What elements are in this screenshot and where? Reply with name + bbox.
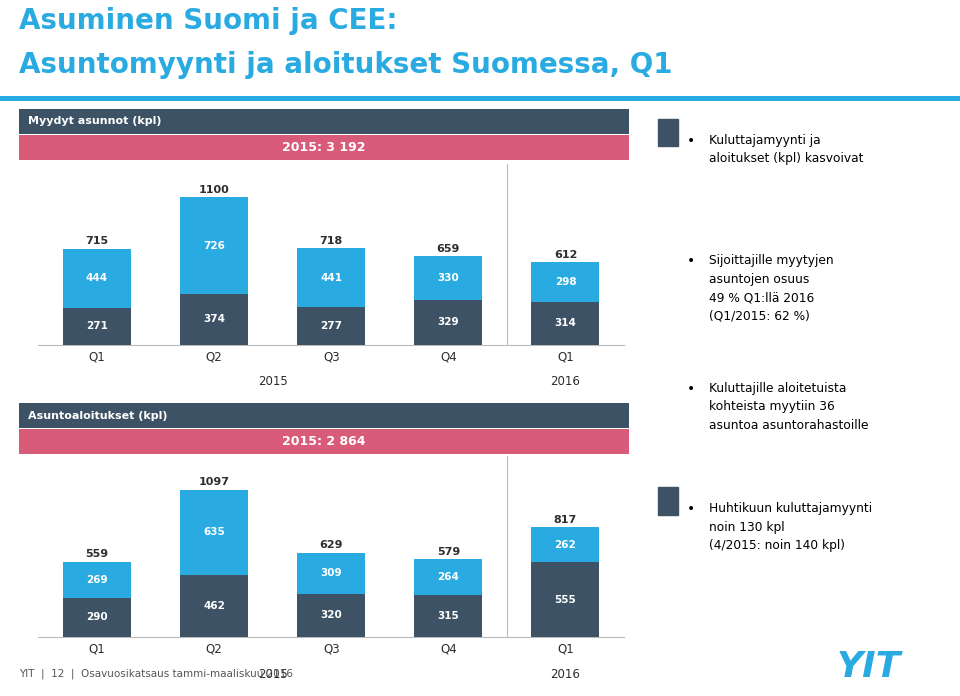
Text: 2016: 2016	[550, 375, 581, 388]
Bar	[532, 528, 599, 562]
Text: Sijoittajille myytyjen
asuntojen osuus
49 % Q1:llä 2016
(Q1/2015: 62 %): Sijoittajille myytyjen asuntojen osuus 4…	[709, 254, 834, 323]
Text: •: •	[686, 134, 695, 148]
Text: 612: 612	[554, 250, 577, 260]
Text: Asuntomyynti ja aloitukset Suomessa, Q1: Asuntomyynti ja aloitukset Suomessa, Q1	[19, 51, 673, 79]
Text: YIT  |  12  |  Osavuosikatsaus tammi-maaliskuu 2016: YIT | 12 | Osavuosikatsaus tammi-maalisk…	[19, 668, 293, 679]
Text: 330: 330	[438, 274, 459, 283]
Text: 718: 718	[320, 236, 343, 246]
Text: 715: 715	[85, 236, 108, 246]
Text: 290: 290	[86, 612, 108, 622]
Text: 374: 374	[204, 315, 225, 324]
Text: 726: 726	[204, 241, 225, 251]
Text: 1097: 1097	[199, 477, 229, 487]
Text: 2015: 2 864: 2015: 2 864	[282, 435, 366, 448]
Text: Asuntoaloitukset (kpl): Asuntoaloitukset (kpl)	[29, 411, 168, 420]
Text: 635: 635	[204, 528, 225, 537]
Text: 298: 298	[555, 278, 576, 287]
Text: 329: 329	[438, 317, 459, 328]
Bar	[415, 256, 482, 301]
Bar	[415, 559, 482, 594]
Text: Myydyt asunnot (kpl): Myydyt asunnot (kpl)	[29, 116, 162, 126]
Text: 277: 277	[321, 321, 342, 331]
Text: 309: 309	[321, 568, 342, 578]
Text: 817: 817	[554, 515, 577, 525]
Text: 2016: 2016	[550, 667, 581, 681]
Bar	[63, 598, 131, 637]
Bar	[415, 301, 482, 345]
Text: •: •	[686, 503, 695, 516]
Text: 262: 262	[555, 540, 576, 550]
Text: 555: 555	[555, 594, 576, 605]
Bar	[63, 308, 131, 345]
Bar	[298, 248, 365, 308]
Text: 441: 441	[321, 273, 342, 283]
Bar	[63, 562, 131, 598]
Text: 559: 559	[85, 550, 108, 560]
Text: 444: 444	[85, 274, 108, 283]
Bar	[180, 197, 248, 294]
Text: •: •	[686, 382, 695, 396]
Text: 314: 314	[555, 319, 576, 329]
Bar	[532, 303, 599, 345]
Text: YIT: YIT	[837, 650, 900, 683]
Text: Kuluttajille aloitetuista
kohteista myytiin 36
asuntoa asuntorahastoille: Kuluttajille aloitetuista kohteista myyt…	[709, 382, 869, 432]
Bar	[180, 490, 248, 575]
Text: 271: 271	[86, 322, 108, 331]
Bar	[298, 594, 365, 637]
Text: 269: 269	[86, 575, 108, 585]
Bar	[532, 262, 599, 303]
Bar	[298, 308, 365, 345]
Text: 2015: 3 192: 2015: 3 192	[282, 141, 366, 154]
Bar	[63, 248, 131, 308]
Text: 2015: 2015	[258, 667, 287, 681]
Text: 1100: 1100	[199, 184, 229, 195]
Bar	[658, 487, 678, 515]
Text: 264: 264	[438, 572, 459, 582]
Text: 579: 579	[437, 547, 460, 557]
Text: Kuluttajamyynti ja
aloitukset (kpl) kasvoivat: Kuluttajamyynti ja aloitukset (kpl) kasv…	[709, 134, 864, 166]
Text: Huhtikuun kuluttajamyynti
noin 130 kpl
(4/2015: noin 140 kpl): Huhtikuun kuluttajamyynti noin 130 kpl (…	[709, 503, 873, 552]
Text: 629: 629	[320, 540, 343, 550]
Bar	[532, 562, 599, 637]
Bar	[415, 594, 482, 637]
Text: •: •	[686, 254, 695, 268]
Bar	[658, 119, 678, 146]
Text: 2015: 2015	[258, 375, 287, 388]
Text: 320: 320	[321, 610, 342, 620]
Bar	[180, 575, 248, 637]
Bar	[298, 553, 365, 594]
Bar	[180, 294, 248, 345]
Text: 462: 462	[204, 601, 225, 611]
Legend: Kuluttajille, Sijoittajille (rahastoille): Kuluttajille, Sijoittajille (rahastoille…	[163, 404, 405, 415]
Text: 659: 659	[437, 244, 460, 254]
Text: Asuminen Suomi ja CEE:: Asuminen Suomi ja CEE:	[19, 7, 397, 35]
Text: 315: 315	[438, 610, 459, 621]
